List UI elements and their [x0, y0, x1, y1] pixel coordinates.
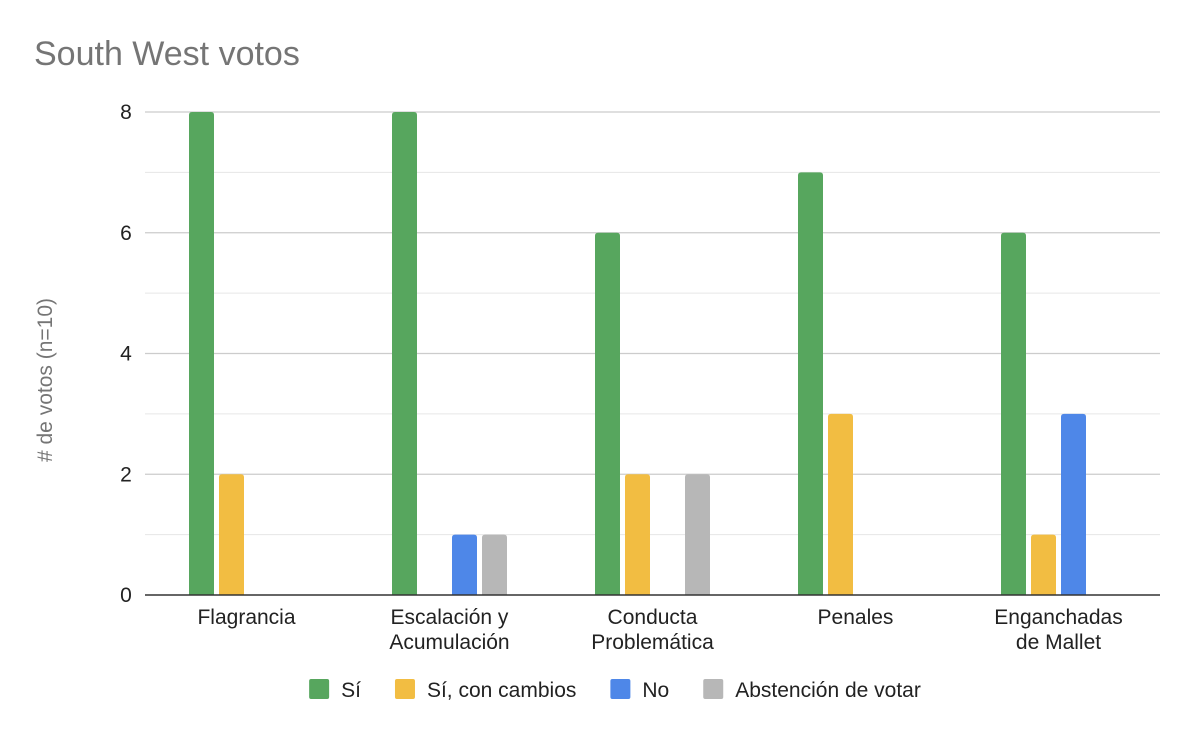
x-category-label: Acumulación — [389, 631, 509, 654]
legend-label: Abstención de votar — [735, 679, 921, 702]
x-category-label: Flagrancia — [197, 606, 295, 629]
x-category-label: Problemática — [591, 631, 714, 654]
y-tick-label: 8 — [120, 101, 132, 124]
gridlines — [145, 111, 1160, 536]
y-tick-label: 4 — [120, 343, 132, 366]
legend-swatch — [309, 679, 330, 699]
y-axis-ticks: 0 2 4 6 8 — [120, 101, 132, 607]
x-category-label: Enganchadas — [994, 606, 1122, 629]
chart-title: South West votos — [34, 35, 300, 73]
bars — [189, 112, 1086, 595]
x-category-label: Escalación y — [391, 606, 509, 629]
x-category-label: Conducta — [608, 606, 698, 629]
y-axis-label: # de votos (n=10) — [34, 298, 57, 462]
bar — [452, 534, 477, 595]
bar — [685, 474, 710, 595]
bar — [189, 112, 214, 595]
legend-swatch — [703, 679, 724, 699]
legend: Sí Sí, con cambios No Abstención de votar — [309, 679, 921, 702]
legend-item: Sí, con cambios — [394, 679, 576, 702]
bar — [1001, 232, 1026, 595]
x-category-label: de Mallet — [1016, 631, 1101, 654]
legend-label: Sí, con cambios — [427, 679, 576, 702]
x-category-label: Penales — [818, 606, 894, 629]
bar — [1031, 534, 1056, 595]
bar — [1061, 413, 1086, 595]
legend-swatch — [610, 679, 631, 699]
legend-label: Sí — [341, 679, 361, 702]
legend-label: No — [642, 679, 669, 702]
y-tick-label: 2 — [120, 463, 132, 486]
legend-item: Sí — [309, 679, 361, 702]
bar — [482, 534, 507, 595]
legend-item: Abstención de votar — [703, 679, 921, 702]
y-tick-label: 0 — [120, 584, 132, 607]
bar — [219, 474, 244, 595]
bar — [828, 413, 853, 595]
legend-item: No — [610, 679, 669, 702]
bar — [798, 172, 823, 595]
bar — [392, 112, 417, 595]
y-tick-label: 6 — [120, 222, 132, 245]
bar — [625, 474, 650, 595]
bar — [595, 232, 620, 595]
legend-swatch — [394, 679, 415, 699]
